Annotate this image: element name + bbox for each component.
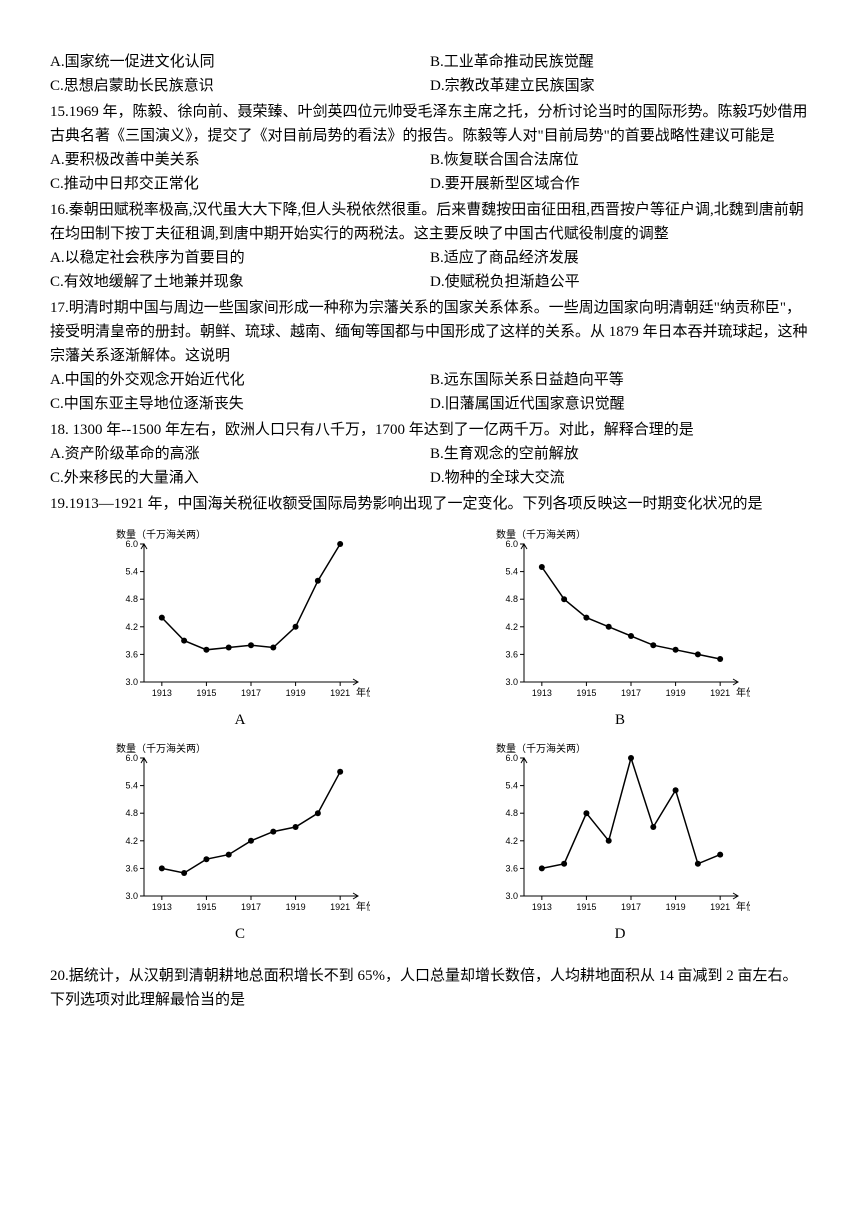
chart-a: 数量（千万海关两）3.03.64.24.85.46.01913191519171… — [110, 526, 370, 706]
q14-option-b: B.工业革命推动民族觉醒 — [430, 50, 810, 74]
q20-text: 20.据统计，从汉朝到清朝耕地总面积增长不到 65%，人口总量却增长数倍，人均耕… — [50, 964, 810, 1012]
chart-b-label: B — [615, 708, 625, 732]
q18-text: 18. 1300 年--1500 年左右，欧洲人口只有八千万，1700 年达到了… — [50, 418, 810, 442]
q18-options: A.资产阶级革命的高涨 B.生育观念的空前解放 C.外来移民的大量涌入 D.物种… — [50, 442, 810, 490]
chart-a-label: A — [235, 708, 246, 732]
q17-option-d: D.旧藩属国近代国家意识觉醒 — [430, 392, 810, 416]
chart-d-label: D — [615, 922, 626, 946]
svg-text:5.4: 5.4 — [125, 567, 138, 577]
chart-c-cell: 数量（千万海关两）3.03.64.24.85.46.01913191519171… — [58, 740, 423, 946]
q17-option-c: C.中国东亚主导地位逐渐丧失 — [50, 392, 430, 416]
q17-option-a: A.中国的外交观念开始近代化 — [50, 368, 430, 392]
svg-text:5.4: 5.4 — [505, 567, 518, 577]
q18-option-d: D.物种的全球大交流 — [430, 466, 810, 490]
svg-text:3.0: 3.0 — [505, 891, 518, 901]
svg-text:1921: 1921 — [330, 902, 350, 912]
svg-text:年份: 年份 — [736, 686, 750, 699]
svg-text:1921: 1921 — [330, 688, 350, 698]
svg-text:1921: 1921 — [710, 902, 730, 912]
svg-text:4.8: 4.8 — [505, 594, 518, 604]
q17-options: A.中国的外交观念开始近代化 B.远东国际关系日益趋向平等 C.中国东亚主导地位… — [50, 368, 810, 416]
q15-options: A.要积极改善中美关系 B.恢复联合国合法席位 C.推动中日邦交正常化 D.要开… — [50, 148, 810, 196]
q15-option-c: C.推动中日邦交正常化 — [50, 172, 430, 196]
svg-text:4.2: 4.2 — [125, 836, 138, 846]
svg-text:1913: 1913 — [152, 902, 172, 912]
svg-text:4.8: 4.8 — [505, 808, 518, 818]
q18-option-a: A.资产阶级革命的高涨 — [50, 442, 430, 466]
q16-option-c: C.有效地缓解了土地兼并现象 — [50, 270, 430, 294]
chart-c: 数量（千万海关两）3.03.64.24.85.46.01913191519171… — [110, 740, 370, 920]
q14-option-d: D.宗教改革建立民族国家 — [430, 74, 810, 98]
chart-d-cell: 数量（千万海关两）3.03.64.24.85.46.01913191519171… — [438, 740, 803, 946]
svg-text:年份: 年份 — [736, 900, 750, 913]
q17-text: 17.明清时期中国与周边一些国家间形成一种称为宗藩关系的国家关系体系。一些周边国… — [50, 296, 810, 368]
svg-text:1919: 1919 — [666, 688, 686, 698]
q14-option-c: C.思想启蒙助长民族意识 — [50, 74, 430, 98]
svg-text:1917: 1917 — [621, 688, 641, 698]
chart-a-cell: 数量（千万海关两）3.03.64.24.85.46.01913191519171… — [58, 526, 423, 732]
svg-text:年份: 年份 — [356, 686, 370, 699]
svg-text:1915: 1915 — [576, 902, 596, 912]
q18-option-b: B.生育观念的空前解放 — [430, 442, 810, 466]
q16-option-a: A.以稳定社会秩序为首要目的 — [50, 246, 430, 270]
svg-text:4.8: 4.8 — [125, 808, 138, 818]
svg-text:1919: 1919 — [666, 902, 686, 912]
q18-option-c: C.外来移民的大量涌入 — [50, 466, 430, 490]
svg-text:1915: 1915 — [196, 902, 216, 912]
svg-text:1913: 1913 — [152, 688, 172, 698]
svg-text:年份: 年份 — [356, 900, 370, 913]
q16-option-b: B.适应了商品经济发展 — [430, 246, 810, 270]
q14-options: A.国家统一促进文化认同 B.工业革命推动民族觉醒 C.思想启蒙助长民族意识 D… — [50, 50, 810, 98]
q15-option-a: A.要积极改善中美关系 — [50, 148, 430, 172]
svg-text:3.6: 3.6 — [125, 863, 138, 873]
q16-option-d: D.使赋税负担渐趋公平 — [430, 270, 810, 294]
svg-text:1921: 1921 — [710, 688, 730, 698]
q14-option-a: A.国家统一促进文化认同 — [50, 50, 430, 74]
q15-option-b: B.恢复联合国合法席位 — [430, 148, 810, 172]
svg-text:4.2: 4.2 — [505, 836, 518, 846]
svg-text:1913: 1913 — [532, 688, 552, 698]
svg-text:1913: 1913 — [532, 902, 552, 912]
svg-text:1919: 1919 — [286, 902, 306, 912]
q15-text: 15.1969 年，陈毅、徐向前、聂荣臻、叶剑英四位元帅受毛泽东主席之托，分析讨… — [50, 100, 810, 148]
svg-text:4.2: 4.2 — [125, 622, 138, 632]
svg-text:5.4: 5.4 — [505, 781, 518, 791]
svg-text:3.6: 3.6 — [505, 863, 518, 873]
svg-text:1917: 1917 — [241, 902, 261, 912]
svg-text:3.6: 3.6 — [505, 649, 518, 659]
svg-text:6.0: 6.0 — [505, 753, 518, 763]
svg-text:4.8: 4.8 — [125, 594, 138, 604]
svg-text:3.0: 3.0 — [505, 677, 518, 687]
chart-d: 数量（千万海关两）3.03.64.24.85.46.01913191519171… — [490, 740, 750, 920]
chart-b-cell: 数量（千万海关两）3.03.64.24.85.46.01913191519171… — [438, 526, 803, 732]
chart-b: 数量（千万海关两）3.03.64.24.85.46.01913191519171… — [490, 526, 750, 706]
chart-c-label: C — [235, 922, 245, 946]
q17-option-b: B.远东国际关系日益趋向平等 — [430, 368, 810, 392]
svg-text:1915: 1915 — [196, 688, 216, 698]
q15-option-d: D.要开展新型区域合作 — [430, 172, 810, 196]
svg-text:3.0: 3.0 — [125, 891, 138, 901]
svg-text:1915: 1915 — [576, 688, 596, 698]
svg-text:1917: 1917 — [621, 902, 641, 912]
svg-text:5.4: 5.4 — [125, 781, 138, 791]
svg-text:1919: 1919 — [286, 688, 306, 698]
q16-options: A.以稳定社会秩序为首要目的 B.适应了商品经济发展 C.有效地缓解了土地兼并现… — [50, 246, 810, 294]
svg-text:6.0: 6.0 — [125, 753, 138, 763]
svg-text:1917: 1917 — [241, 688, 261, 698]
svg-text:6.0: 6.0 — [505, 539, 518, 549]
svg-text:3.6: 3.6 — [125, 649, 138, 659]
svg-text:3.0: 3.0 — [125, 677, 138, 687]
q16-text: 16.秦朝田赋税率极高,汉代虽大大下降,但人头税依然很重。后来曹魏按田亩征田租,… — [50, 198, 810, 246]
svg-text:4.2: 4.2 — [505, 622, 518, 632]
svg-text:6.0: 6.0 — [125, 539, 138, 549]
q19-text: 19.1913—1921 年，中国海关税征收额受国际局势影响出现了一定变化。下列… — [50, 492, 810, 516]
q19-charts: 数量（千万海关两）3.03.64.24.85.46.01913191519171… — [50, 526, 810, 954]
